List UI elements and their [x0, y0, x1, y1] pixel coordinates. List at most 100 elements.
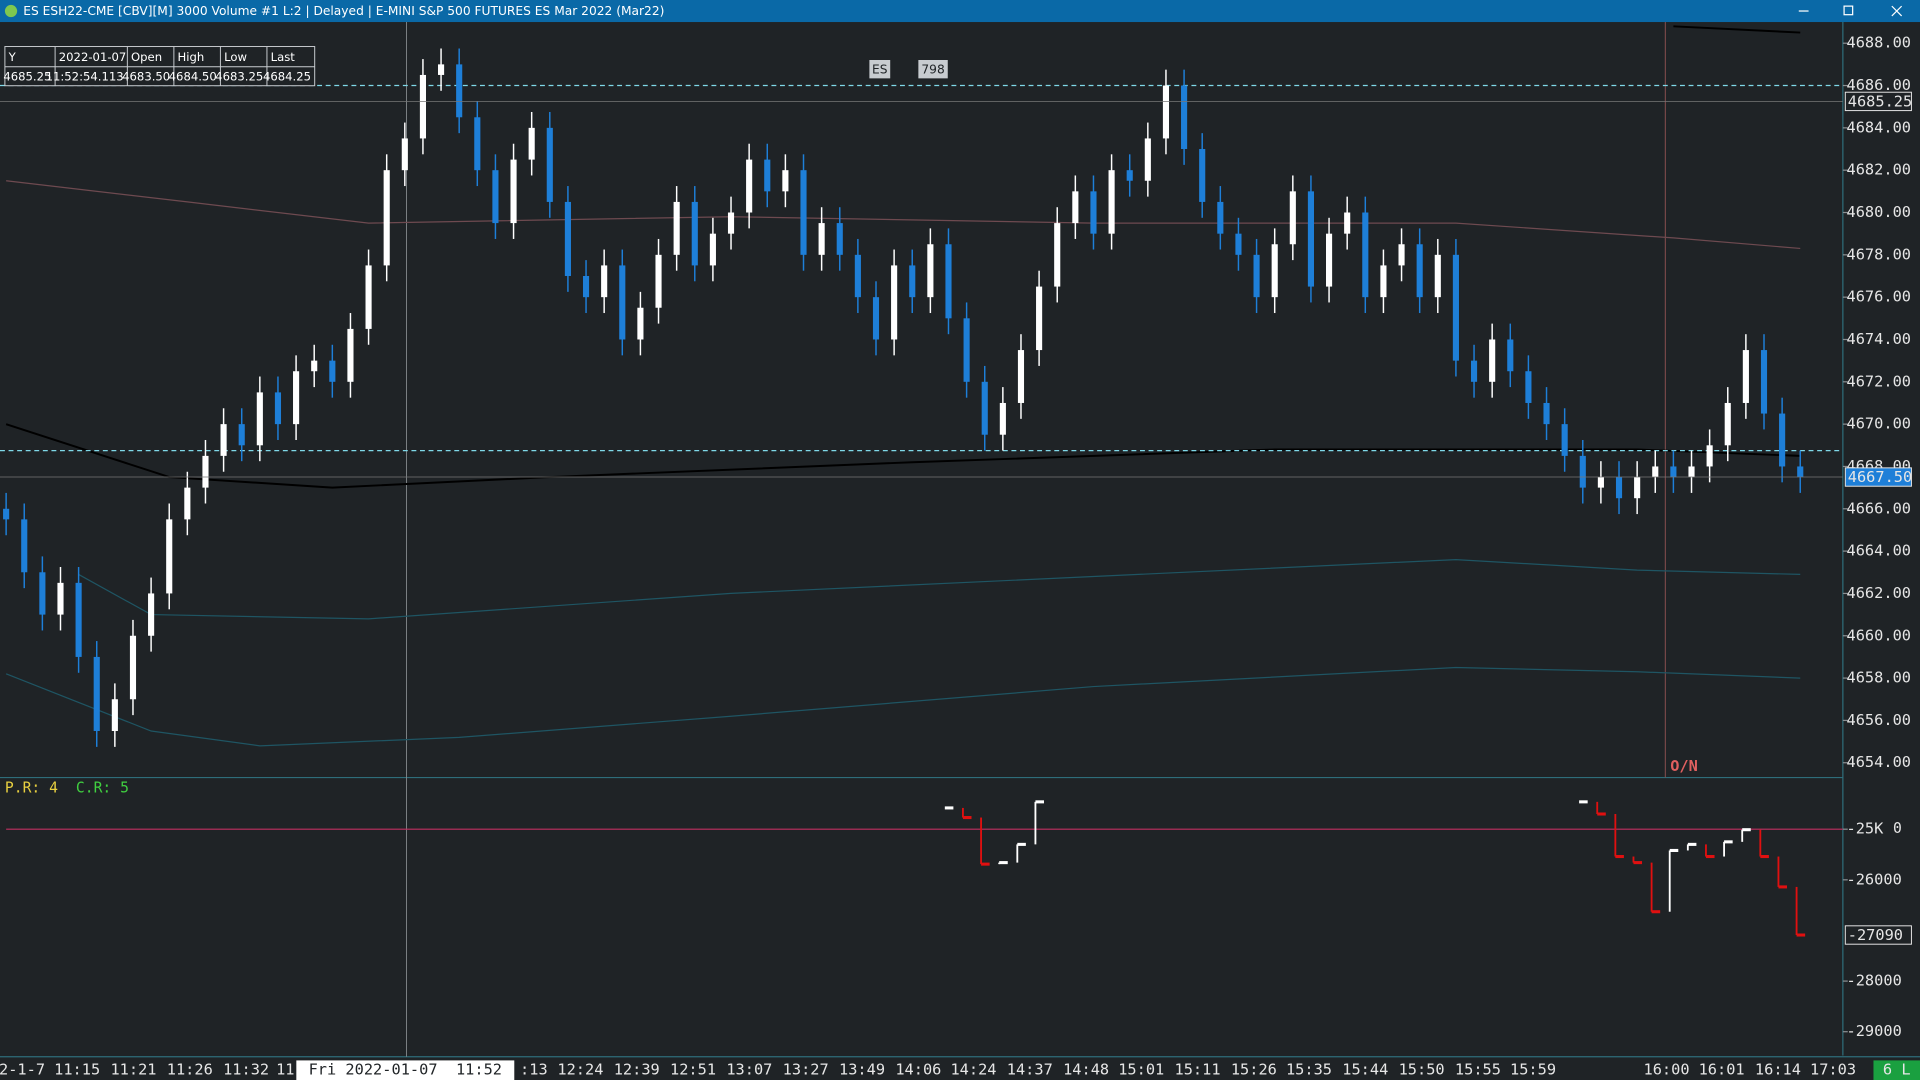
info-value: 4683.50 [122, 70, 170, 84]
candle-body [1652, 466, 1659, 478]
candle-body [1452, 254, 1459, 361]
candle-body [1072, 191, 1079, 224]
candle-body [619, 265, 626, 340]
restore-button[interactable] [1843, 5, 1854, 16]
y-tick-label: 4658.00 [1847, 669, 1911, 687]
candle-body [75, 582, 82, 657]
candle-body [238, 424, 245, 446]
candle-body [129, 635, 137, 700]
candle-body [1054, 223, 1061, 287]
y-tick-label: 4684.00 [1847, 118, 1911, 136]
info-box: Y 4685.25 2022-01-07 11:52:54.113 Open 4683.5… [3, 46, 316, 87]
candle-body [1017, 350, 1025, 403]
study-line [1673, 25, 1801, 34]
candle-body [456, 64, 463, 118]
candle-body [1507, 339, 1514, 372]
candle-body [673, 201, 680, 255]
y-tick-label: 4674.00 [1847, 330, 1911, 348]
info-header: 2022-01-07 [59, 50, 127, 64]
info-box-frame [4, 46, 316, 87]
info-header: Low [224, 50, 247, 64]
study-line [5, 666, 1801, 747]
x-tick-label: 12:51 [670, 1061, 716, 1079]
candle-body [637, 307, 644, 340]
candle-body [1779, 413, 1786, 467]
price-marker-label: 4667.50 [1848, 468, 1912, 486]
info-header: Open [131, 50, 162, 64]
candle-body [474, 117, 481, 171]
candle-body [1688, 466, 1695, 478]
app-icon [4, 4, 18, 18]
candle-body [1162, 85, 1170, 139]
candle-body [148, 593, 155, 636]
candle-body [492, 170, 499, 224]
candle-body [438, 64, 445, 75]
candle-body [1271, 244, 1278, 298]
candle-body [709, 233, 716, 266]
x-tick-label: 14:37 [1007, 1061, 1053, 1079]
study-line [5, 423, 1801, 489]
y-tick-label: 4670.00 [1847, 415, 1911, 433]
x-tick-label: 13:07 [726, 1061, 772, 1079]
title-bar [0, 0, 1920, 23]
candle-body [39, 572, 46, 615]
candle-body [963, 318, 970, 382]
candle-body [1398, 244, 1405, 266]
x-tick-label: 11:15 [54, 1061, 100, 1079]
price-marker-box [1844, 467, 1912, 487]
status-label: 6 L [1883, 1061, 1911, 1079]
candle-body [1108, 170, 1115, 234]
candle-body [1344, 212, 1351, 234]
candle-body [1760, 350, 1768, 414]
candle-body [727, 212, 735, 234]
candle-body [3, 508, 10, 520]
y-tick-label: 4662.00 [1847, 584, 1911, 602]
candle-body [1579, 455, 1586, 488]
candle-body [764, 159, 771, 192]
time-axis: 2-1-7 11:15 11:21 11:26 11:32 11:13 12:24 12:39… [0, 1060, 1920, 1080]
candle-body [166, 519, 173, 594]
candle-body [528, 127, 535, 160]
y-tick-label: -28000 [1847, 972, 1902, 990]
y-tick-label: -26000 [1847, 870, 1902, 888]
candle-body [691, 201, 698, 266]
candle-body [311, 360, 318, 372]
label-box [918, 60, 948, 79]
study-line [78, 558, 1801, 620]
candle-body [564, 201, 571, 276]
session-label: O/N [1670, 757, 1698, 775]
window-title: ES ESH22-CME [CBV][M] 3000 Volume #1 L:2… [23, 4, 664, 19]
candle-body [782, 170, 789, 192]
x-tick-label: 12:24 [557, 1061, 603, 1079]
candle-body [1181, 85, 1188, 150]
candle-body [1235, 233, 1242, 255]
candle-body [1036, 286, 1043, 351]
candle-body [274, 392, 282, 425]
y-tick-label: 4660.00 [1847, 626, 1911, 644]
x-tick-label: 14:06 [895, 1061, 941, 1079]
x-tick-label: 16:00 [1643, 1061, 1689, 1079]
x-tick-label: 15:26 [1231, 1061, 1277, 1079]
candle-body [999, 402, 1006, 435]
info-header: Last [271, 50, 296, 64]
y-tick-label: 4672.00 [1847, 372, 1911, 390]
candle-body [836, 223, 843, 255]
candle-body [1380, 265, 1387, 298]
x-tick-label: 15:44 [1342, 1061, 1388, 1079]
x-tick-label: 15:59 [1510, 1061, 1556, 1079]
x-tick-label: 15:01 [1118, 1061, 1164, 1079]
candle-body [401, 138, 408, 171]
candle-body [1217, 201, 1224, 234]
y-tick-label: -25K [1847, 820, 1885, 838]
x-tick-label: 15:55 [1455, 1061, 1501, 1079]
close-button[interactable] [1891, 5, 1903, 17]
info-value: 11:52:54.113 [46, 70, 124, 84]
candle-body [1634, 477, 1641, 499]
plot: 4654.00 4656.00 4658.00 4660.00 4662.00 4664.… [0, 25, 1912, 1040]
x-tick-label: 11:32 [223, 1061, 269, 1079]
candle-body [909, 265, 916, 298]
y-tick-label: 4686.00 [1847, 76, 1911, 94]
candle-body [1543, 402, 1550, 425]
y-tick-label: 4666.00 [1847, 499, 1911, 517]
